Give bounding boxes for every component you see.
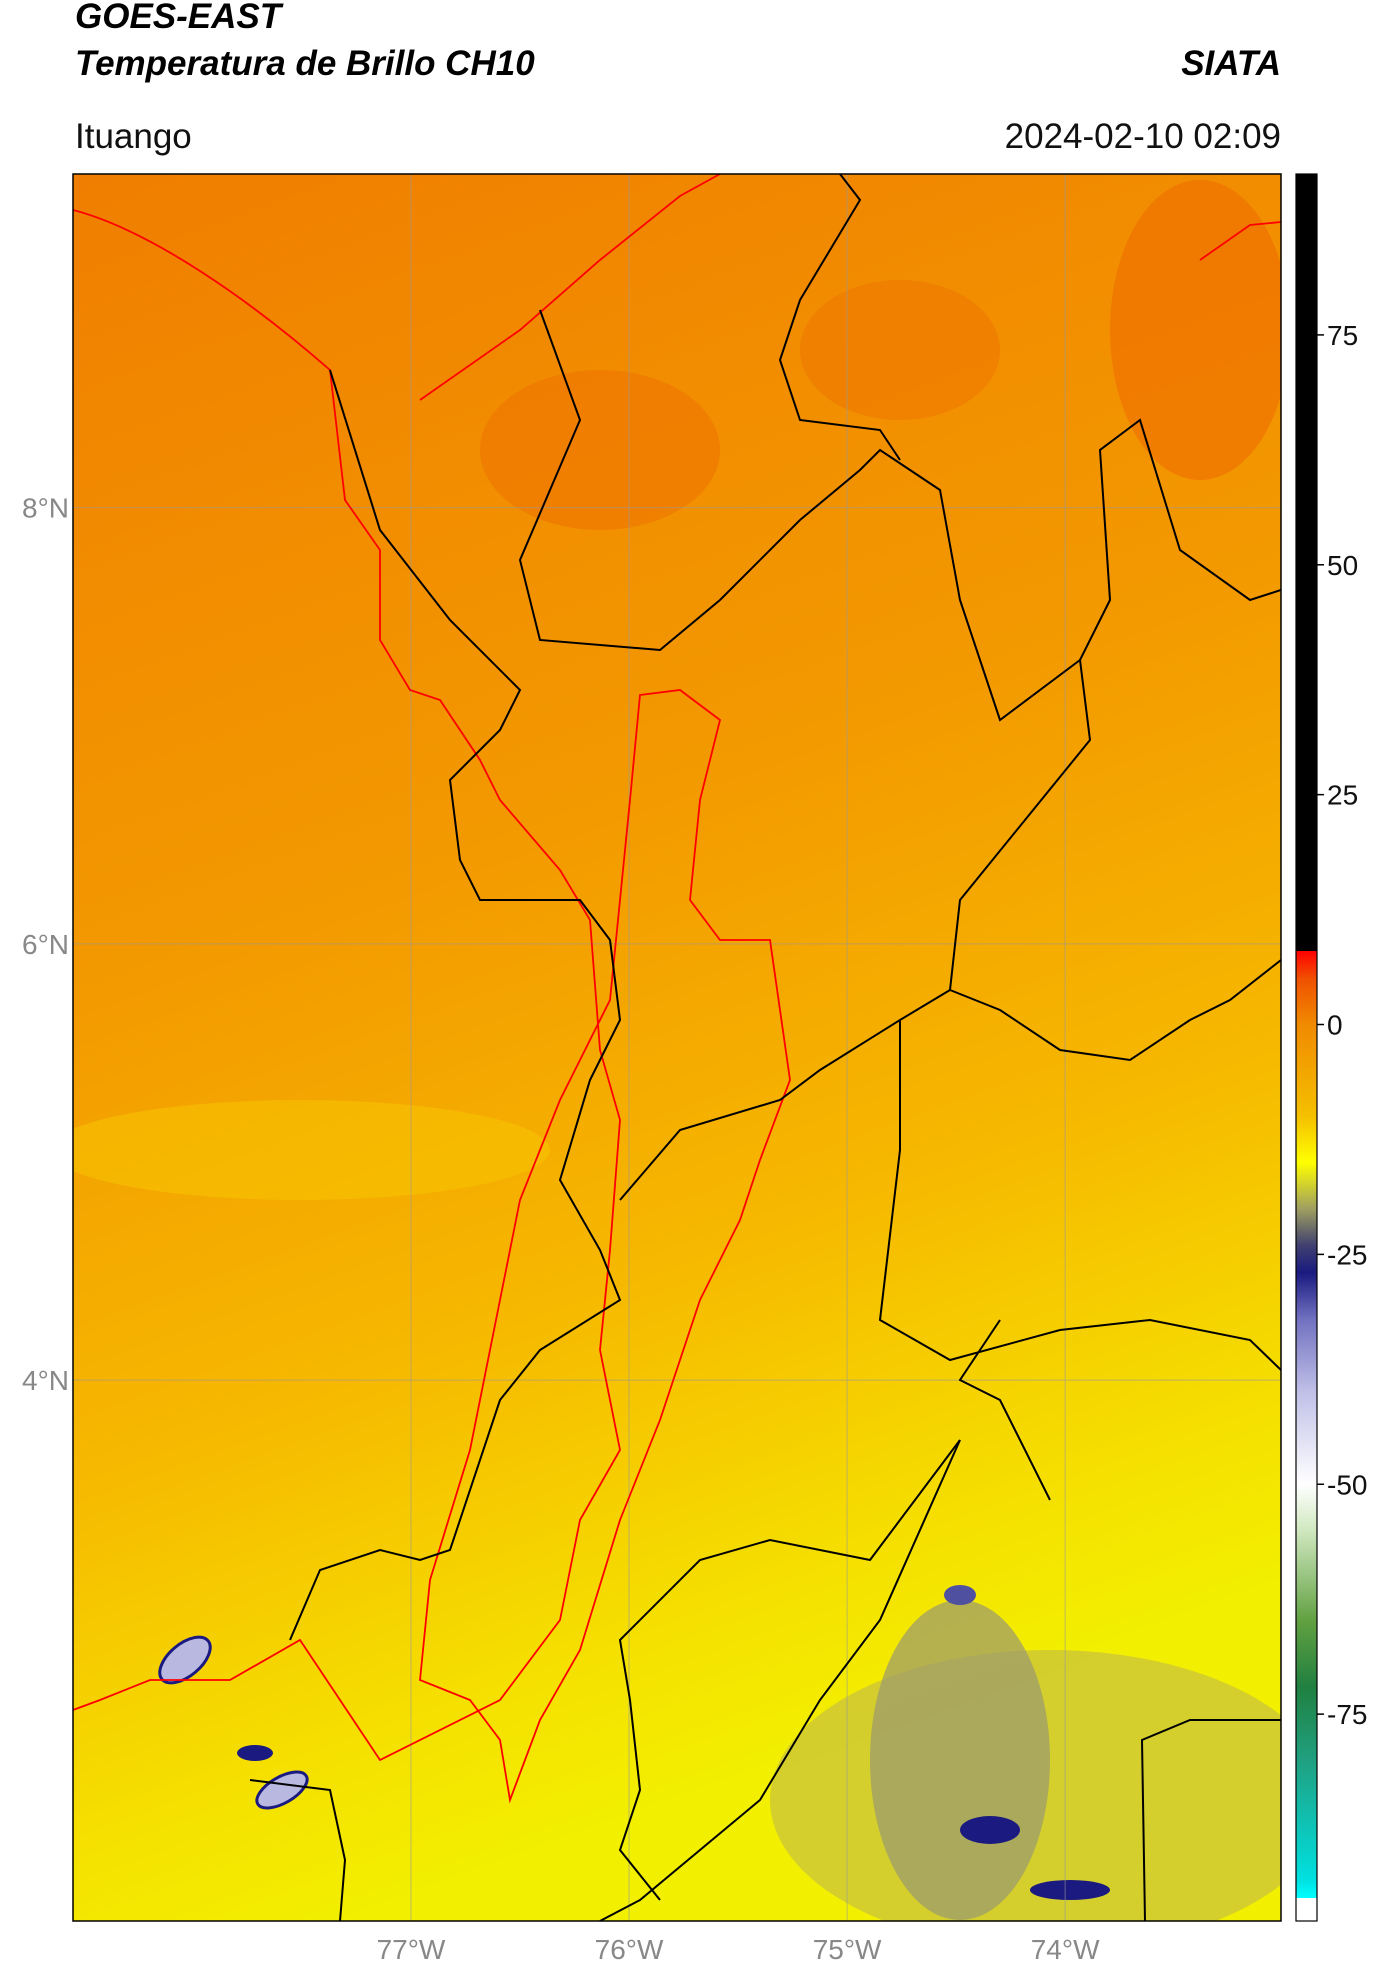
colorbar-tick-label: 0	[1327, 1010, 1343, 1041]
source: SIATA	[1181, 44, 1281, 83]
coastline	[419, 174, 721, 401]
x-tick-label: 77°W	[377, 1934, 446, 1965]
cloud-field	[480, 370, 720, 530]
subtitle: Temperatura de Brillo CH10	[75, 44, 535, 83]
colorbar-tick-label: 25	[1327, 780, 1358, 811]
boundary	[518, 309, 1281, 722]
x-tick-label: 75°W	[813, 1934, 882, 1965]
x-tick-label: 76°W	[595, 1934, 664, 1965]
cloud-core	[960, 1816, 1020, 1844]
map-frame	[72, 173, 1282, 1922]
colorbar-tick-label: 75	[1327, 320, 1358, 351]
y-tick-label: 4°N	[22, 1365, 69, 1396]
cloud-field	[770, 1650, 1281, 1921]
boundary	[249, 1779, 347, 1921]
colorbar-tick-label: -50	[1327, 1469, 1367, 1500]
map	[73, 174, 1281, 1921]
x-tick-label: 74°W	[1031, 1934, 1100, 1965]
boundary	[599, 1439, 961, 1921]
boundary	[618, 1439, 961, 1901]
y-tick-label: 6°N	[22, 929, 69, 960]
colorbar	[1295, 173, 1318, 1922]
basin-outline	[419, 689, 791, 1804]
cloud-core	[237, 1745, 273, 1761]
location: Ituango	[75, 117, 192, 156]
boundaries	[73, 174, 1281, 1921]
cloud-core	[1030, 1880, 1110, 1900]
timestamp: 2024-02-10 02:09	[1005, 117, 1281, 156]
colorbar-tick-label: -25	[1327, 1239, 1367, 1270]
grid	[73, 174, 1281, 1921]
cloud-core	[255, 1770, 309, 1810]
cloud-field	[870, 1600, 1050, 1920]
cloud-field	[800, 280, 1000, 420]
colorbar-tick-label: 50	[1327, 550, 1358, 581]
boundary	[958, 1319, 1051, 1501]
colorbar-tick-label: -75	[1327, 1699, 1367, 1730]
cloud-field	[1110, 180, 1281, 480]
boundary	[878, 1020, 1281, 1371]
title: GOES-EAST	[75, 0, 284, 36]
boundary	[778, 174, 901, 461]
coastline	[73, 209, 621, 1762]
y-tick-label: 8°N	[22, 493, 69, 524]
coastline	[1199, 221, 1281, 261]
boundary	[949, 959, 1281, 1062]
cloud-field	[73, 1100, 550, 1200]
cloud-core	[944, 1585, 976, 1605]
boundary	[1140, 1719, 1281, 1921]
boundary	[289, 369, 622, 1641]
